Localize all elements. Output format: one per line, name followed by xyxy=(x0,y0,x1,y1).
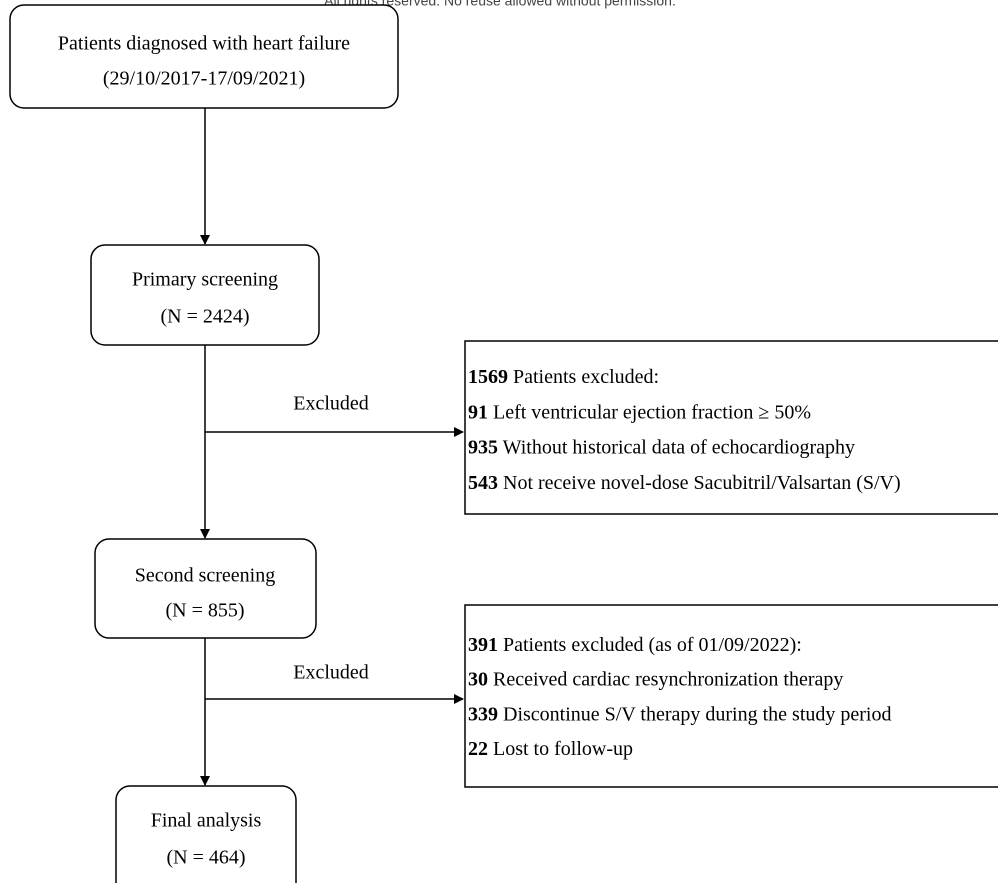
exclusion-count: 1569 xyxy=(468,366,508,388)
exclusion-count: 339 xyxy=(468,703,498,725)
note: All rights reserved. No reuse allowed wi… xyxy=(324,0,676,9)
exclusion-count: 391 xyxy=(468,634,498,656)
node-box xyxy=(9,4,399,109)
exclusion-text: Patients excluded: xyxy=(513,366,659,388)
exclusion-box xyxy=(464,604,998,788)
exclusion-item: 30 Received cardiac resynchronization th… xyxy=(468,668,843,690)
node-text: (N = 2424) xyxy=(160,306,249,328)
exclusion-item: 935 Without historical data of echocardi… xyxy=(468,436,855,458)
exclusion-text: Not receive novel-dose Sacubitril/Valsar… xyxy=(503,471,901,493)
exclusion-count: 935 xyxy=(468,436,498,458)
exclusion-text: Left ventricular ejection fraction ≥ 50% xyxy=(493,401,811,423)
exclusion-count: 91 xyxy=(468,401,488,423)
exclusion-item: 543 Not receive novel-dose Sacubitril/Va… xyxy=(468,471,901,493)
exclusion-text: Discontinue S/V therapy during the study… xyxy=(503,703,891,725)
exclusion-text: Lost to follow-up xyxy=(493,738,633,760)
node-box xyxy=(115,785,297,883)
node-text: Second screening xyxy=(135,565,276,587)
branch-label: Excluded xyxy=(293,662,369,684)
exclusion-box xyxy=(464,340,998,515)
exclusion-item: 91 Left ventricular ejection fraction ≥ … xyxy=(468,401,811,423)
exclusion-text: Without historical data of echocardiogra… xyxy=(503,436,855,458)
node-text: Primary screening xyxy=(132,269,278,291)
node-text: (29/10/2017-17/09/2021) xyxy=(103,68,305,90)
node-box xyxy=(94,538,317,639)
exclusion-count: 543 xyxy=(468,471,498,493)
branch-label: Excluded xyxy=(293,393,369,415)
exclusion-count: 30 xyxy=(468,668,488,690)
exclusion-text: Patients excluded (as of 01/09/2022): xyxy=(503,634,802,656)
node-text: (N = 855) xyxy=(165,600,244,622)
exclusion-count: 22 xyxy=(468,738,488,760)
node-text: (N = 464) xyxy=(166,847,245,869)
exclusion-text: Received cardiac resynchronization thera… xyxy=(493,668,843,690)
exclusion-item: 1569 Patients excluded: xyxy=(468,366,659,388)
node-box xyxy=(90,244,320,346)
node-text: Patients diagnosed with heart failure xyxy=(58,33,350,55)
exclusion-item: 339 Discontinue S/V therapy during the s… xyxy=(468,703,891,725)
node-text: Final analysis xyxy=(151,810,262,832)
exclusion-item: 22 Lost to follow-up xyxy=(468,738,633,760)
exclusion-item: 391 Patients excluded (as of 01/09/2022)… xyxy=(468,634,802,656)
